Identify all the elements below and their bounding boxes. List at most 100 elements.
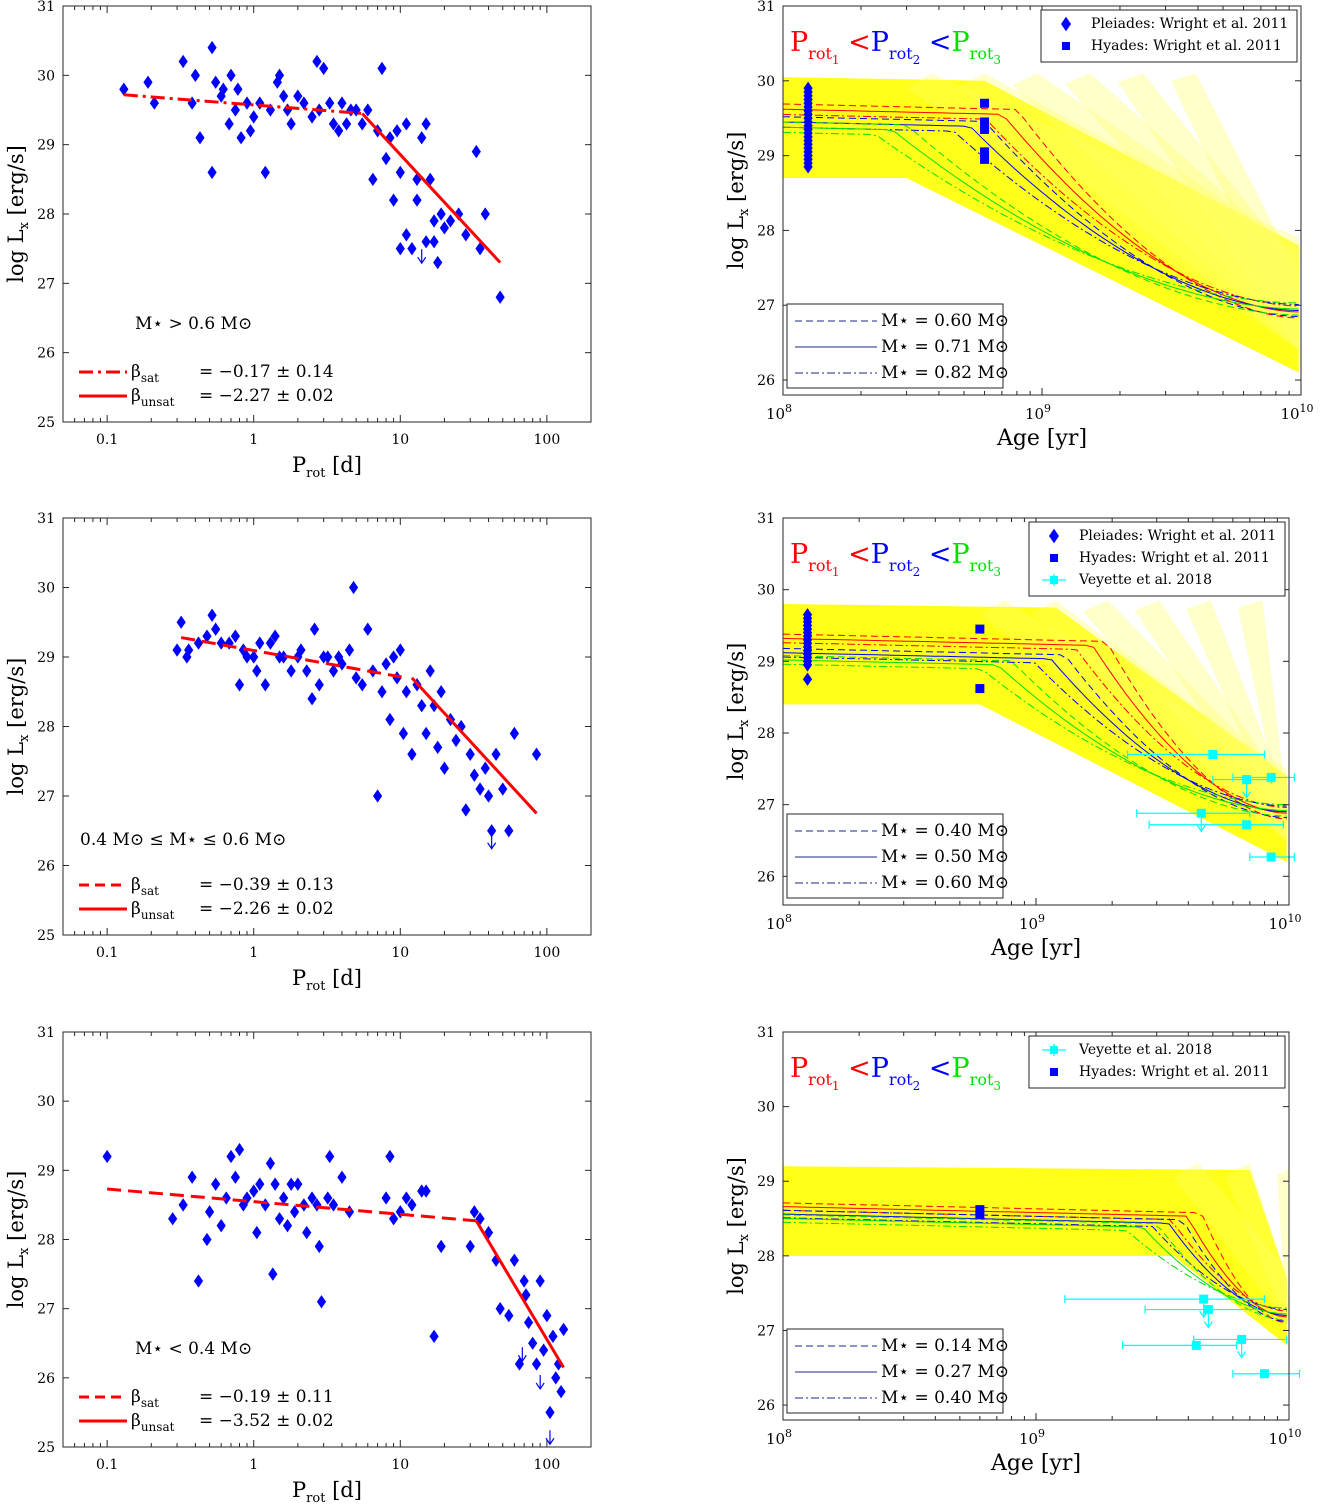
data-point bbox=[328, 117, 339, 131]
data-point bbox=[178, 1198, 188, 1212]
label-part: 10 bbox=[1280, 405, 1299, 423]
data-point bbox=[425, 172, 435, 187]
data-point bbox=[417, 698, 427, 713]
data-point bbox=[286, 117, 296, 131]
x-axis-label: Prot [d] bbox=[292, 1478, 362, 1506]
data-point bbox=[211, 1177, 221, 1191]
title-part: rot bbox=[808, 1070, 832, 1089]
data-point bbox=[491, 747, 501, 761]
data-point bbox=[401, 117, 411, 131]
legend-symbol-sat: βsat bbox=[131, 362, 159, 385]
data-point bbox=[461, 803, 471, 817]
data-point bbox=[207, 608, 217, 622]
data-point bbox=[461, 228, 471, 242]
y-tick-label: 30 bbox=[37, 581, 55, 597]
data-point bbox=[395, 1205, 405, 1219]
y-tick-label: 31 bbox=[37, 0, 55, 15]
model-uncertainty-wedge bbox=[1286, 1306, 1289, 1323]
title-part: P bbox=[790, 539, 808, 570]
data-point bbox=[176, 615, 186, 629]
data-point bbox=[334, 124, 344, 138]
data-point bbox=[498, 782, 508, 796]
label-part: 10 bbox=[1019, 915, 1038, 933]
rotation-order-title: Prot1 <Prot2 <Prot3 bbox=[790, 1053, 1001, 1093]
data-point bbox=[451, 733, 461, 748]
upper-limit-arrowhead bbox=[535, 1382, 545, 1391]
y-tick-label: 29 bbox=[37, 650, 55, 666]
y-axis-label: log Lx [erg/s] bbox=[4, 658, 32, 796]
title-part: P bbox=[790, 1053, 808, 1084]
title-part: 2 bbox=[913, 53, 921, 67]
data-legend-box bbox=[1040, 9, 1298, 63]
data-point bbox=[363, 103, 373, 117]
y-tick-label: 31 bbox=[37, 511, 55, 527]
mass-legend-entry: M⋆ = 0.27 M⊙ bbox=[881, 1362, 1009, 1382]
hyades-point bbox=[980, 117, 990, 127]
data-point bbox=[385, 712, 395, 727]
y-tick-label: 29 bbox=[37, 138, 55, 154]
veyette-point bbox=[1196, 808, 1206, 818]
data-point bbox=[260, 678, 270, 692]
model-uncertainty-wedge bbox=[1170, 73, 1299, 351]
data-point bbox=[249, 650, 259, 664]
title-part: P bbox=[790, 27, 808, 58]
model-uncertainty-wedge bbox=[1065, 73, 1299, 351]
y-tick-label: 28 bbox=[757, 726, 775, 742]
title-part: rot bbox=[970, 44, 994, 63]
data-legend-entry: Veyette et al. 2018 bbox=[1078, 1042, 1212, 1058]
x-tick-label: 10 bbox=[391, 432, 409, 448]
data-point bbox=[531, 747, 542, 761]
data-point bbox=[381, 657, 391, 671]
label-part: sat bbox=[141, 371, 159, 385]
data-point bbox=[299, 96, 309, 110]
data-point bbox=[388, 650, 399, 664]
y-tick-label: 26 bbox=[757, 869, 775, 885]
data-point bbox=[282, 103, 293, 117]
label-part: log L bbox=[724, 216, 748, 269]
title-part: 2 bbox=[913, 1079, 921, 1093]
x-tick-label: 109 bbox=[1019, 1427, 1045, 1448]
data-point bbox=[348, 580, 359, 595]
label-part: 9 bbox=[1038, 912, 1045, 925]
plot-frame bbox=[62, 517, 592, 936]
data-point bbox=[495, 1301, 505, 1316]
data-point bbox=[314, 1239, 324, 1254]
title-part: rot bbox=[889, 556, 913, 575]
y-tick-label: 27 bbox=[757, 298, 775, 314]
x-tick-label: 1010 bbox=[1280, 402, 1313, 423]
data-point bbox=[236, 131, 246, 145]
data-point bbox=[539, 1343, 549, 1357]
model-curve bbox=[783, 108, 1299, 313]
label-part: P bbox=[292, 966, 306, 990]
data-point bbox=[433, 740, 443, 755]
label-part: 8 bbox=[785, 912, 792, 925]
title-part: rot bbox=[970, 1070, 994, 1089]
data-point bbox=[279, 650, 289, 664]
y-tick-label: 27 bbox=[37, 789, 55, 805]
model-curve bbox=[783, 114, 1299, 307]
data-point bbox=[255, 1177, 265, 1191]
title-part: rot bbox=[889, 1070, 913, 1089]
data-point bbox=[436, 685, 446, 699]
rotation-order-title: Prot1 <Prot2 <Prot3 bbox=[790, 539, 1001, 579]
mass-legend-entry: M⋆ = 0.40 M⊙ bbox=[881, 1388, 1009, 1408]
x-tick-label: 10 bbox=[391, 1457, 409, 1473]
model-curve bbox=[783, 1214, 1287, 1321]
data-point bbox=[363, 622, 373, 636]
data-point bbox=[293, 89, 303, 103]
data-point bbox=[425, 664, 435, 678]
title-part: P bbox=[871, 27, 889, 58]
data-point bbox=[289, 1205, 300, 1219]
data-point bbox=[509, 1253, 519, 1267]
data-legend-entry: Hyades: Wright et al. 2011 bbox=[1079, 1064, 1270, 1080]
label-part: 9 bbox=[1044, 402, 1051, 415]
y-tick-label: 28 bbox=[757, 223, 775, 239]
data-point bbox=[421, 726, 431, 741]
data-point bbox=[312, 54, 322, 69]
pleiades-point bbox=[803, 81, 813, 95]
data-point bbox=[216, 636, 226, 650]
data-point bbox=[211, 75, 221, 89]
label-part: [d] bbox=[325, 966, 362, 990]
data-point bbox=[260, 165, 270, 180]
model-uncertainty-wedge bbox=[1286, 1298, 1289, 1323]
